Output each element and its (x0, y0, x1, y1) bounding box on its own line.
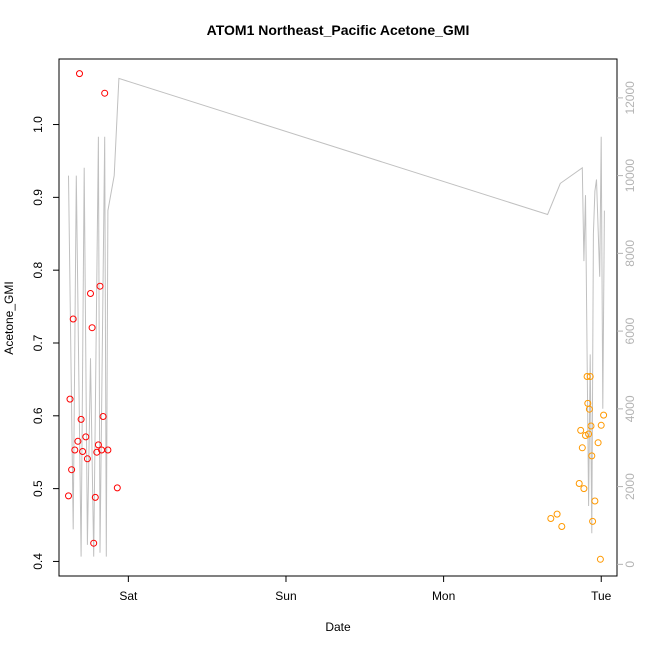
data-point-series-1 (94, 441, 102, 449)
data-point-series-2 (575, 480, 583, 487)
data-point-series-2 (589, 517, 597, 525)
data-point-series-1 (83, 455, 91, 463)
x-tick-label: Mon (432, 589, 455, 603)
secondary-line-layer (68, 77, 605, 557)
data-point-series-2 (587, 422, 595, 430)
y-tick-label: 0.6 (31, 407, 45, 424)
data-point-series-1 (79, 448, 87, 455)
data-point-series-1 (76, 70, 83, 78)
data-point-series-1 (101, 89, 109, 97)
data-point-series-2 (585, 430, 593, 438)
data-point-series-1 (91, 493, 99, 501)
data-point-series-1 (71, 446, 79, 454)
data-point-series-2 (577, 426, 585, 434)
data-point-series-1 (99, 413, 107, 420)
x-tick-label: Tue (591, 589, 612, 603)
data-point-series-2 (578, 444, 586, 452)
data-point-series-2 (600, 411, 608, 419)
data-point-series-1 (113, 484, 121, 492)
y2-tick-label: 4000 (623, 395, 637, 422)
data-point-series-2 (583, 373, 591, 380)
data-point-series-2 (585, 405, 593, 413)
x-tick-label: Sat (119, 589, 138, 603)
y-tick-label: 1.0 (31, 116, 45, 133)
data-point-series-2 (547, 515, 555, 522)
data-point-series-1 (69, 315, 77, 323)
y-tick-label: 0.8 (31, 262, 45, 279)
data-point-series-2 (588, 452, 596, 460)
y2-tick-label: 12000 (623, 81, 637, 115)
data-point-series-1 (104, 446, 112, 454)
data-point-series-2 (580, 485, 588, 493)
chart-title: ATOM1 Northeast_Pacific Acetone_GMI (207, 22, 470, 38)
secondary-line (68, 77, 605, 557)
data-point-series-2 (591, 497, 599, 505)
data-point-series-2 (553, 510, 561, 518)
data-point-series-1 (87, 290, 94, 297)
x-axis-label: Date (325, 620, 351, 634)
data-point-series-1 (68, 466, 76, 474)
data-point-series-1 (65, 492, 72, 500)
y2-tick-label: 2000 (623, 473, 637, 500)
y-tick-label: 0.7 (31, 334, 45, 351)
points-layer (65, 70, 608, 563)
data-point-series-2 (596, 555, 604, 563)
y2-tick-label: 0 (623, 561, 637, 568)
y-tick-label: 0.4 (31, 553, 45, 570)
x-tick-label: Sun (275, 589, 296, 603)
data-point-series-1 (77, 415, 85, 423)
data-point-series-1 (82, 433, 90, 441)
data-point-series-1 (96, 282, 104, 290)
data-point-series-1 (66, 395, 74, 403)
y-tick-label: 0.9 (31, 189, 45, 206)
y-axis-label: Acetone_GMI (2, 281, 16, 354)
data-point-series-1 (74, 437, 82, 445)
x-axis: Sat Sun Mon Tue (119, 576, 612, 603)
plot-frame (58, 58, 618, 577)
data-point-series-2 (586, 373, 594, 380)
data-point-series-1 (88, 324, 96, 332)
data-point-series-1 (90, 539, 98, 547)
y-axis: 0.4 0.5 0.6 0.7 0.8 0.9 1.0 (31, 116, 59, 570)
y2-tick-label: 10000 (623, 159, 637, 193)
y2-tick-label: 6000 (623, 317, 637, 344)
secondary-y-axis: 0 2000 4000 6000 8000 10000 12000 (617, 81, 637, 568)
data-point-series-2 (594, 439, 602, 447)
y-tick-label: 0.5 (31, 480, 45, 497)
data-point-series-2 (597, 421, 605, 429)
y2-tick-label: 8000 (623, 240, 637, 267)
data-point-series-2 (558, 523, 566, 530)
